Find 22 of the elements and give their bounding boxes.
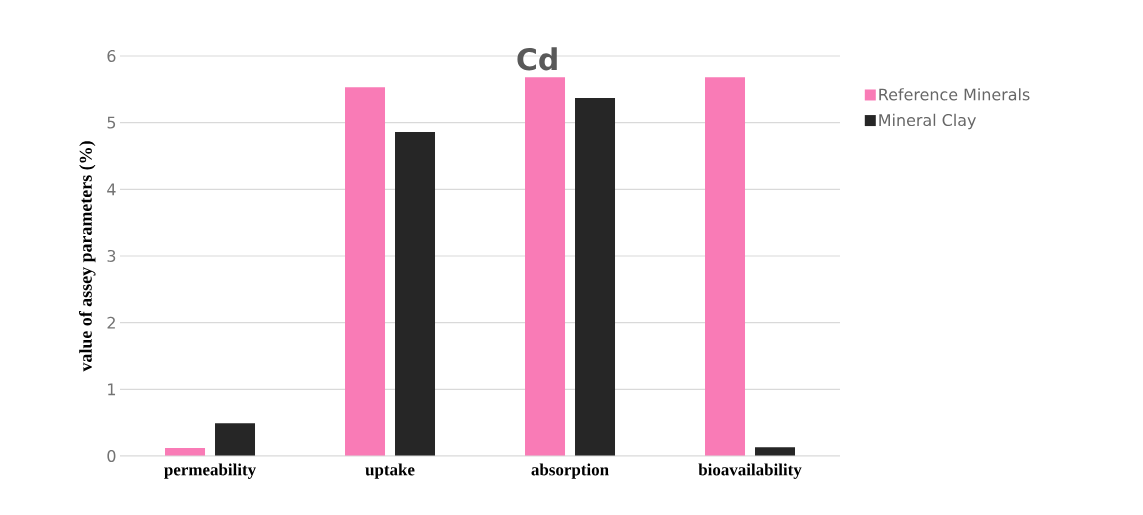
x-tick-label: permeability [164, 463, 256, 479]
chart-title: Cd [517, 47, 557, 71]
y-tick-label: 3 [107, 249, 116, 263]
y-tick-label: 4 [107, 183, 116, 196]
x-tick-label: absorption [531, 463, 609, 479]
y-axis-title: value of assey parameters (%) [79, 141, 96, 372]
y-tick-label: 1 [108, 383, 116, 396]
legend-label: Reference Minerals [879, 88, 1030, 101]
bar [575, 97, 616, 456]
y-tick-label: 6 [107, 49, 116, 63]
y-tick-label: 5 [107, 116, 116, 129]
bar [755, 447, 796, 456]
bar [345, 87, 386, 456]
y-tick-label: 0 [107, 449, 116, 463]
bar [705, 77, 746, 456]
legend-label: Mineral Clay [879, 113, 976, 130]
y-tick-label: 2 [107, 316, 115, 329]
x-tick-label: bioavailability [698, 463, 802, 479]
bar [215, 423, 256, 456]
bar [525, 77, 566, 456]
x-tick-label: uptake [365, 463, 415, 479]
bar [395, 131, 436, 456]
